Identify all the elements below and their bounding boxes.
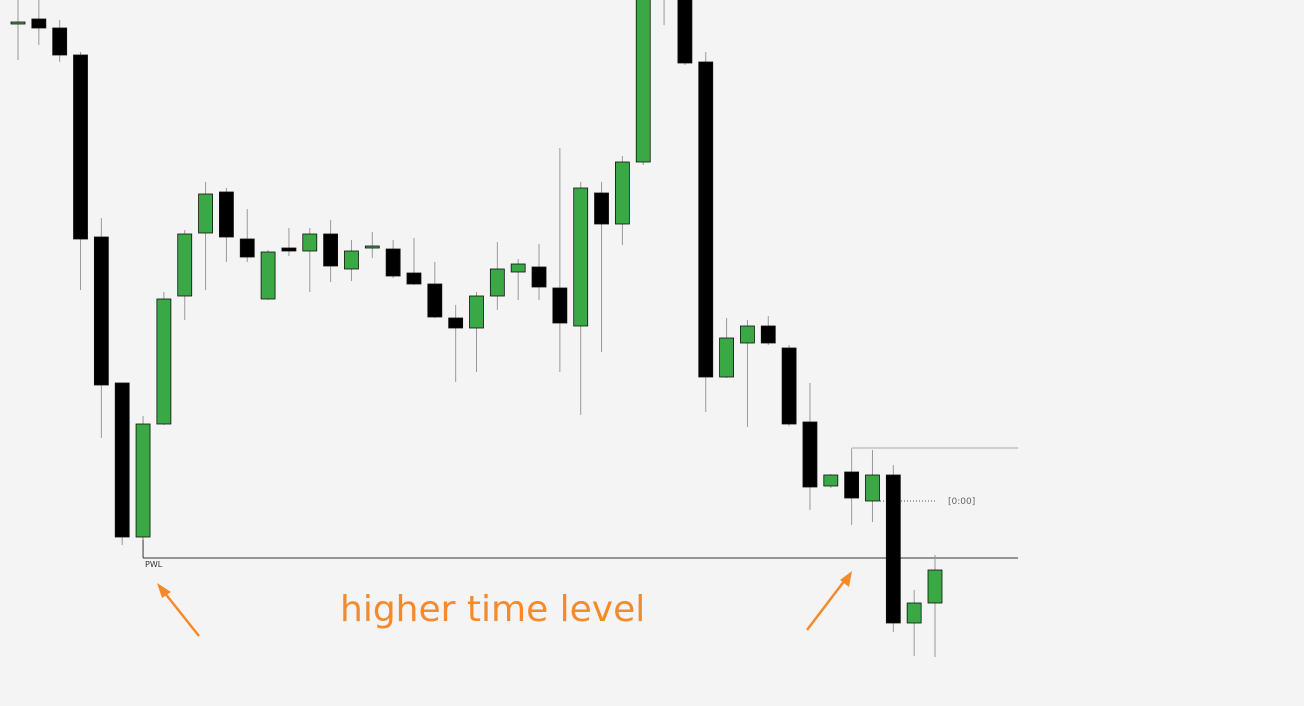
candle-body [93, 236, 109, 386]
candle-body [489, 268, 505, 297]
candle-body [239, 238, 255, 258]
candle-body [114, 382, 130, 538]
candle-body [448, 317, 464, 329]
candle-body [427, 283, 443, 318]
candle-body [844, 471, 860, 499]
candle-body [594, 192, 609, 225]
candle-body [406, 272, 422, 285]
candle-body [823, 474, 839, 487]
candle-body [740, 325, 755, 344]
candle-body [344, 250, 359, 270]
candle-body [156, 298, 172, 425]
candle-body [885, 474, 901, 624]
level-label: [0:00] [948, 497, 975, 507]
candle-body [73, 54, 88, 240]
candle-body [364, 245, 380, 249]
candle-body [198, 193, 213, 234]
candle-body [781, 347, 797, 425]
candle-body [719, 337, 734, 378]
annotation: higher time level [340, 589, 645, 630]
candle-body [677, 0, 693, 64]
candle-body [281, 247, 297, 252]
candle-body [31, 18, 47, 29]
arrow-right [806, 579, 846, 631]
candle-body [10, 21, 26, 25]
candle-body [177, 233, 193, 297]
candle-body [510, 263, 526, 273]
candle-body [531, 266, 547, 288]
candle-body [865, 474, 880, 502]
arrow-left [163, 591, 200, 637]
candle-body [614, 161, 630, 225]
candle-body [385, 248, 401, 277]
candle-body [302, 233, 318, 252]
candle-body [802, 421, 818, 488]
candle-body [469, 295, 484, 329]
candle-body [260, 251, 276, 300]
candle-body [698, 61, 714, 378]
candle-body [552, 287, 568, 324]
candle-body [635, 0, 651, 163]
arrows [157, 571, 852, 637]
arrow-right-head [840, 571, 852, 587]
candle-body [219, 191, 234, 238]
level-label: PWL [145, 560, 163, 569]
candle-body [573, 187, 589, 327]
candle-body [52, 27, 68, 56]
arrow-left-head [157, 583, 171, 598]
candle-body [906, 602, 922, 624]
candle-body [323, 233, 339, 267]
candle-body [927, 569, 943, 604]
candle-body [760, 325, 776, 344]
candle-body [135, 423, 151, 538]
